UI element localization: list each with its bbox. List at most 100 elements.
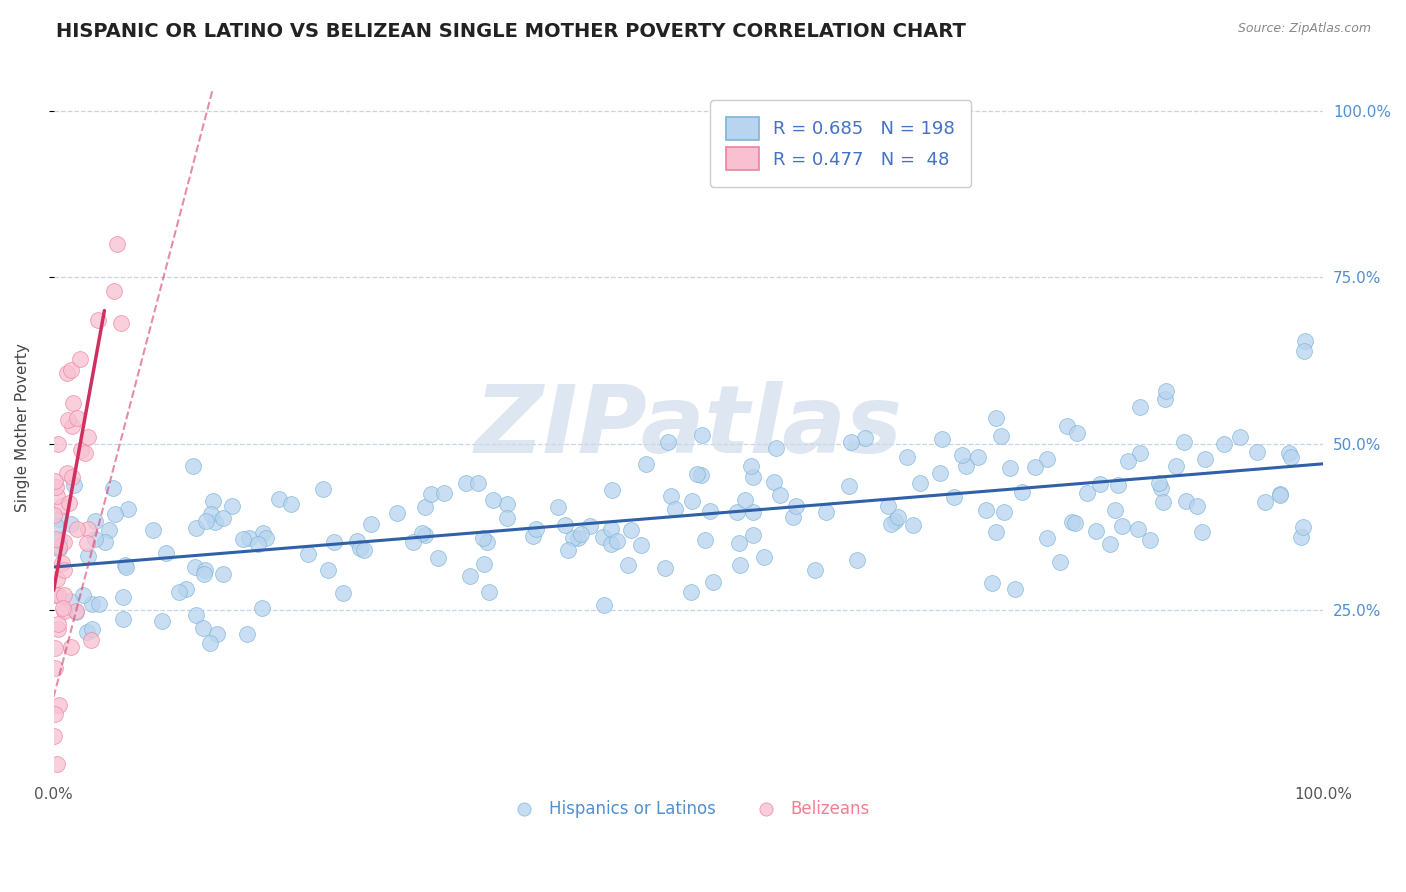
Point: [1128, 400, 1150, 414]
Point: [1056, 419, 1078, 434]
Point: [903, 518, 925, 533]
Point: [681, 494, 703, 508]
Point: [72, 588, 94, 602]
Point: [184, 559, 207, 574]
Point: [46, 756, 69, 771]
Point: [690, 427, 713, 442]
Point: [1185, 499, 1208, 513]
Point: [877, 499, 900, 513]
Point: [664, 501, 686, 516]
Point: [1191, 524, 1213, 539]
Point: [1173, 434, 1195, 449]
Point: [48, 623, 70, 637]
Point: [1213, 437, 1236, 451]
Point: [522, 529, 544, 543]
Point: [481, 493, 503, 508]
Point: [702, 575, 724, 590]
Point: [211, 566, 233, 581]
Point: [211, 511, 233, 525]
Point: [554, 517, 576, 532]
Point: [105, 237, 128, 252]
Point: [1085, 524, 1108, 538]
Point: [657, 434, 679, 449]
Point: [76, 624, 98, 639]
Point: [1129, 446, 1152, 460]
Point: [593, 598, 616, 612]
Point: [1111, 519, 1133, 533]
Point: [1104, 503, 1126, 517]
Point: [699, 504, 721, 518]
Point: [1278, 446, 1301, 460]
Point: [477, 534, 499, 549]
Point: [981, 575, 1004, 590]
Point: [194, 563, 217, 577]
Point: [1076, 486, 1098, 500]
Point: [52, 534, 75, 549]
Point: [630, 538, 652, 552]
Point: [181, 459, 204, 474]
Point: [246, 537, 269, 551]
Point: [193, 621, 215, 635]
Point: [887, 509, 910, 524]
Point: [69, 352, 91, 367]
Point: [617, 558, 640, 573]
Point: [1154, 392, 1177, 407]
Point: [853, 431, 876, 445]
Point: [654, 561, 676, 575]
Point: [360, 517, 382, 532]
Point: [1246, 445, 1268, 459]
Text: Source: ZipAtlas.com: Source: ZipAtlas.com: [1237, 22, 1371, 36]
Point: [1194, 452, 1216, 467]
Point: [1270, 487, 1292, 501]
Point: [44, 640, 66, 655]
Point: [478, 585, 501, 599]
Point: [77, 522, 100, 536]
Point: [1107, 477, 1129, 491]
Point: [42, 508, 65, 522]
Point: [254, 531, 277, 545]
Point: [332, 586, 354, 600]
Point: [267, 492, 290, 507]
Point: [48, 698, 70, 712]
Text: HISPANIC OR LATINO VS BELIZEAN SINGLE MOTHER POVERTY CORRELATION CHART: HISPANIC OR LATINO VS BELIZEAN SINGLE MO…: [56, 22, 966, 41]
Point: [661, 489, 683, 503]
Point: [1229, 430, 1251, 444]
Point: [1254, 494, 1277, 508]
Point: [752, 549, 775, 564]
Point: [76, 536, 98, 550]
Point: [316, 563, 339, 577]
Point: [101, 481, 124, 495]
Point: [1279, 450, 1302, 464]
Point: [1150, 481, 1173, 495]
Point: [1049, 555, 1071, 569]
Point: [600, 522, 623, 536]
Point: [94, 535, 117, 549]
Point: [942, 490, 965, 504]
Point: [1149, 475, 1171, 490]
Point: [1294, 334, 1316, 349]
Point: [385, 507, 408, 521]
Point: [1268, 488, 1291, 502]
Point: [1292, 344, 1315, 359]
Point: [167, 584, 190, 599]
Point: [44, 518, 66, 533]
Point: [56, 366, 79, 380]
Point: [48, 541, 70, 555]
Point: [70, 443, 93, 458]
Point: [65, 605, 87, 619]
Point: [883, 514, 905, 528]
Point: [740, 458, 762, 473]
Point: [1066, 426, 1088, 441]
Point: [432, 486, 454, 500]
Point: [690, 468, 713, 483]
Point: [46, 489, 69, 503]
Point: [193, 567, 215, 582]
Legend: Hispanics or Latinos, Belizeans: Hispanics or Latinos, Belizeans: [501, 793, 876, 824]
Point: [297, 547, 319, 561]
Point: [110, 316, 132, 330]
Point: [238, 531, 260, 545]
Point: [681, 584, 703, 599]
Point: [204, 516, 226, 530]
Point: [59, 594, 82, 608]
Point: [86, 313, 108, 327]
